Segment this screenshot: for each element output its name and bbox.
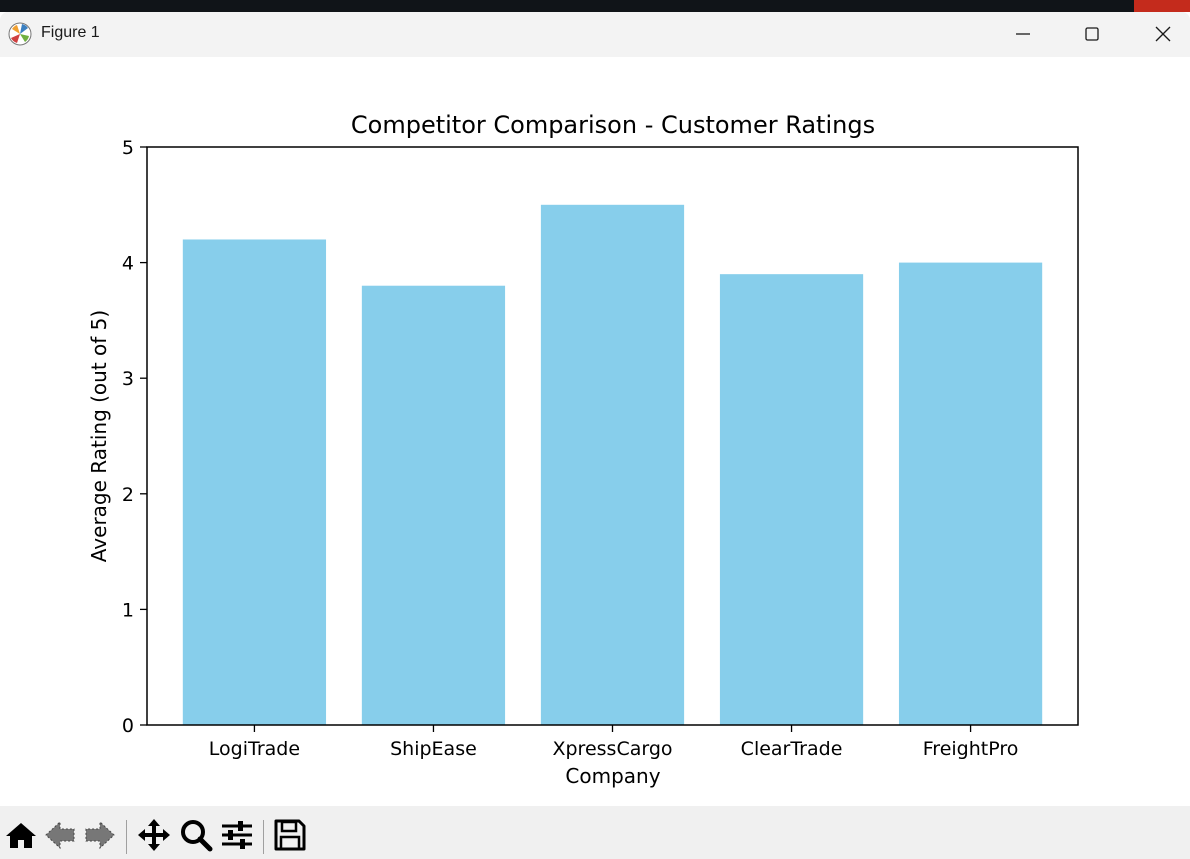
window-top-strip-accent — [1134, 0, 1190, 12]
matplotlib-app-icon — [8, 22, 32, 46]
y-tick-label: 2 — [122, 484, 134, 506]
bar-xpresscargo — [540, 204, 685, 726]
figure-canvas[interactable]: Competitor Comparison - Customer Ratings… — [0, 57, 1190, 806]
y-axis-label: Average Rating (out of 5) — [87, 310, 111, 562]
home-button[interactable] — [4, 818, 40, 854]
toolbar-separator — [126, 820, 127, 854]
navigation-toolbar — [0, 806, 1190, 859]
configure-subplots-button[interactable] — [220, 818, 256, 854]
maximize-icon — [1085, 27, 1099, 41]
pan-button[interactable] — [137, 818, 173, 854]
bar-chart: Competitor Comparison - Customer Ratings… — [87, 111, 1079, 788]
maximize-button[interactable] — [1057, 12, 1127, 57]
window-top-strip — [0, 0, 1190, 12]
back-button[interactable] — [44, 818, 80, 854]
bar-logitrade — [182, 239, 327, 726]
close-button[interactable] — [1128, 12, 1190, 57]
x-tick-label: FreightPro — [923, 738, 1019, 760]
pan-icon — [138, 819, 170, 851]
chart-title: Competitor Comparison - Customer Ratings — [351, 111, 875, 139]
minimize-button[interactable] — [988, 12, 1058, 57]
y-tick-label: 3 — [122, 368, 134, 390]
y-tick-label: 4 — [122, 253, 134, 275]
y-tick-label: 5 — [122, 137, 134, 159]
zoom-icon — [181, 820, 213, 852]
bar-cleartrade — [719, 274, 864, 725]
x-axis-label: Company — [565, 764, 660, 788]
back-icon — [45, 820, 75, 850]
forward-icon — [85, 820, 115, 850]
configure-icon — [222, 821, 252, 849]
x-tick-label: ShipEase — [390, 738, 477, 760]
y-tick-label: 0 — [122, 715, 134, 737]
x-tick-label: XpressCargo — [552, 738, 672, 760]
title-bar: Figure 1 — [0, 12, 1190, 57]
close-icon — [1155, 26, 1171, 42]
x-tick-label: LogiTrade — [209, 738, 300, 760]
save-button[interactable] — [273, 818, 309, 854]
zoom-button[interactable] — [179, 818, 215, 854]
bar-freightpro — [898, 262, 1043, 725]
toolbar-separator — [263, 820, 264, 854]
y-tick-label: 1 — [122, 599, 134, 621]
minimize-icon — [1016, 33, 1030, 35]
bar-shipease — [361, 285, 506, 725]
x-tick-label: ClearTrade — [741, 738, 843, 760]
home-icon — [6, 823, 36, 848]
window-title: Figure 1 — [41, 24, 100, 41]
save-icon — [274, 819, 306, 851]
forward-button[interactable] — [82, 818, 118, 854]
